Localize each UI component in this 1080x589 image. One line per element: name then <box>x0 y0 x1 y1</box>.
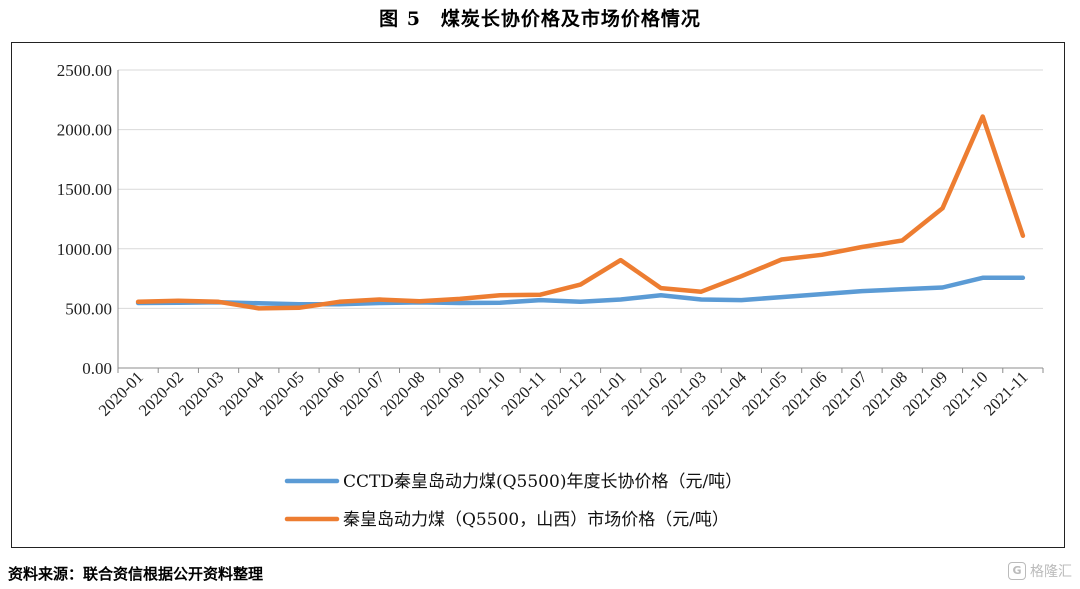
series-line-1 <box>135 275 1026 307</box>
source-note: 资料来源：联合资信根据公开资料整理 <box>8 565 264 583</box>
x-tick-label: 2021-11 <box>980 367 1032 419</box>
axes <box>117 70 1044 373</box>
y-tick-label: 2000.00 <box>57 121 112 140</box>
legend-label-1: CCTD秦皇岛动力煤(Q5500)年度长协价格（元/吨） <box>343 472 742 492</box>
grid-lines <box>118 69 1043 309</box>
watermark-logo-icon: G <box>1008 562 1026 580</box>
x-tick-label: 2021-10 <box>939 367 991 419</box>
legend: CCTD秦皇岛动力煤(Q5500)年度长协价格（元/吨） 秦皇岛动力煤（Q5500… <box>284 472 742 530</box>
x-tick-labels: 2020-012020-022020-032020-042020-052020-… <box>95 367 1032 419</box>
figure-title: 图 5 煤炭长协价格及市场价格情况 <box>379 8 701 30</box>
watermark-text: 格隆汇 <box>1030 564 1072 580</box>
watermark: G 格隆汇 <box>1008 561 1072 581</box>
y-tick-label: 2500.00 <box>57 61 112 80</box>
x-tick-label: 2020-10 <box>457 367 509 419</box>
legend-label-2: 秦皇岛动力煤（Q5500，山西）市场价格（元/吨） <box>343 510 729 530</box>
y-tick-label: 500.00 <box>65 299 112 318</box>
y-tick-label: 0.00 <box>82 359 112 378</box>
y-tick-labels: 0.00 500.00 1000.00 1500.00 2000.00 2500.00 <box>57 61 112 378</box>
series-line-2 <box>135 114 1026 311</box>
line-chart: 0.00 500.00 1000.00 1500.00 2000.00 2500.00 2… <box>57 61 1044 530</box>
y-tick-label: 1500.00 <box>57 180 112 199</box>
y-tick-label: 1000.00 <box>57 240 112 259</box>
chart-frame <box>11 42 1065 548</box>
series-lines <box>135 114 1026 311</box>
